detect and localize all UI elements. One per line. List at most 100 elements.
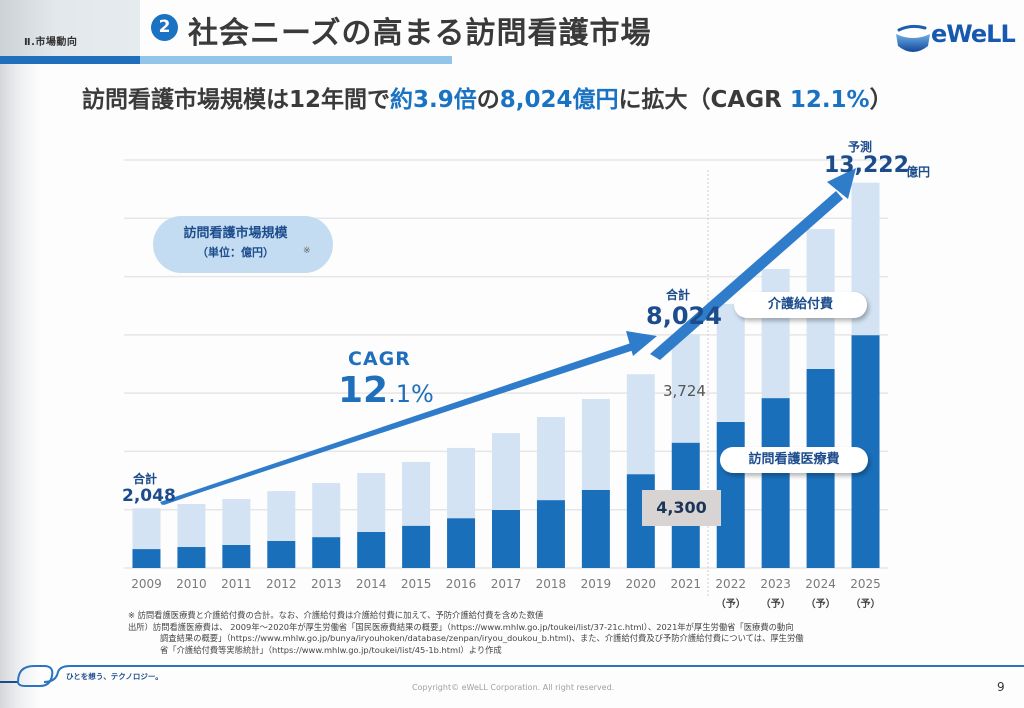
x-tick-label: 2024 [805,577,836,591]
headline-highlight-growth: 約3.9倍 [390,87,477,113]
header-rule-dark [0,56,140,64]
x-tick-forecast-mark: （予） [805,599,836,610]
forecast-unit: 億円 [906,165,931,179]
section-number-badge: 2 [151,14,178,41]
bar-care-2011 [222,499,251,545]
footer-tagline: ひとを想う、テクノロジー。 [66,672,163,681]
bar-care-2012 [267,491,296,541]
left-edge-shade [0,0,40,708]
legend-unit: （単位：億円） [197,246,274,259]
company-logo: eWeLL [893,20,1023,56]
section-tab: Ⅱ.市場動向 [0,0,140,56]
bar-care-2018 [536,417,565,501]
x-tick-label: 2016 [445,577,477,591]
bar-medical-2014 [357,531,386,568]
series-label-medical: 訪問看護医療費 [720,447,868,473]
x-tick-label: 2012 [266,577,297,591]
footnote-line-3: 調査結果の概要」（https://www.mhlw.go.jp/bunya/ir… [160,633,804,643]
forecast-total-value: 13,222 [824,153,909,178]
x-tick-label: 2015 [400,577,432,591]
mid-total-label: 合計 [666,288,691,302]
logo-text: eWeLL [931,20,1016,48]
bar-care-2013 [312,483,341,538]
page-number: 9 [997,680,1005,694]
x-tick-label: 2021 [670,577,702,591]
x-tick-label: 2025 [850,577,881,591]
footnotes: ※ 訪問看護医療費と介護給付費の合計。なお、介護給付費は介護給付費に加えて、予防… [128,610,804,656]
bar-medical-2016 [447,518,476,568]
bar-care-2015 [402,461,431,526]
bar-medical-2013 [312,537,341,568]
bar-care-2017 [492,433,520,511]
headline-text-1: 訪問看護市場規模は12年間で [82,87,391,113]
headline: 訪問看護市場規模は12年間で約3.9倍の8,024億円に拡大（CAGR 12.1… [82,80,893,114]
x-tick-label: 2009 [131,577,162,591]
cagr-label: CAGR [348,348,411,370]
x-tick-forecast-mark: （予） [850,599,881,610]
bar-medical-2023 [761,398,790,568]
bar-medical-2022 [716,421,745,568]
legend-title: 訪問看護市場規模 [183,226,288,241]
bar-care-2021 [671,334,700,443]
legend-note-mark: ※ [303,246,311,256]
x-tick-forecast-mark: （予） [760,599,791,610]
logo-globe-icon [896,24,930,52]
forecast-arrow-shaft [650,191,843,360]
x-tick-label: 2010 [176,577,207,591]
bar-care-2016 [447,447,476,519]
headline-highlight-amount: 8,024億円 [499,87,619,113]
x-tick-label: 2020 [625,577,657,591]
section-label: Ⅱ.市場動向 [24,37,78,48]
bar-care-2023 [761,268,790,399]
x-tick-forecast-mark: （予） [715,599,746,610]
bar-care-2020 [626,374,655,475]
bar-care-2009 [132,508,161,550]
footnote-line-2: 出所）訪問看護医療費は、 2009年～2020年が厚生労働省「国民医療費結果の概… [128,621,794,632]
care-value-2021: 3,724 [663,382,706,400]
medical-value-2021: 4,300 [642,490,721,526]
footer-brand-line [0,665,1024,687]
headline-text-4: ） [869,87,893,113]
bar-medical-2018 [536,500,565,568]
bar-care-2022 [716,303,745,422]
start-total-value: 2,048 [122,486,176,506]
bar-care-2019 [581,398,610,490]
x-tick-label: 2011 [221,577,252,591]
bar-care-2010 [177,504,206,548]
x-tick-label: 2022 [715,577,746,591]
x-tick-label: 2017 [490,577,522,591]
bar-medical-2017 [492,510,520,568]
footnote-line-4: 省「介護給付費等実態統計」（https://www.mhlw.go.jp/tou… [160,644,502,655]
bar-medical-2009 [132,549,161,568]
header-rule-light [140,56,452,64]
x-tick-label: 2023 [760,577,791,591]
bar-care-2014 [357,472,386,532]
bar-medical-2019 [581,489,610,568]
x-tick-label: 2013 [310,577,342,591]
copyright: Copyright© eWeLL Corporation. All right … [412,683,615,692]
bar-medical-2010 [177,547,206,568]
headline-text-3: に拡大（CAGR [618,87,790,113]
page-title: 社会ニーズの高まる訪問看護市場 [188,16,652,51]
legend-pill: 訪問看護市場規模 （単位：億円） ※ [153,216,333,273]
bar-medical-2015 [402,525,431,568]
footnote-line-1: ※ 訪問看護医療費と介護給付費の合計。なお、介護給付費は介護給付費に加えて、予防… [128,610,544,620]
cagr-value: 12.1% [338,370,434,411]
x-tick-label: 2014 [355,577,387,591]
start-total-label: 合計 [133,472,158,486]
x-tick-label: 2019 [580,577,612,591]
headline-text-2: の [476,87,500,113]
cagr-value-dec: .1% [388,380,434,408]
headline-highlight-cagr: 12.1% [789,87,870,113]
forecast-arrow-head [827,168,856,199]
forecast-label: 予測 [848,140,873,154]
bar-medical-2011 [222,544,251,568]
bar-medical-2012 [267,540,296,568]
series-label-care: 介護給付費 [734,292,867,318]
cagr-arrow-shaft-left [160,341,640,505]
mid-total-value: 8,024 [646,302,722,330]
cagr-arrow-head-left [626,331,657,356]
x-tick-label: 2018 [535,577,567,591]
cagr-value-int: 12 [338,370,389,411]
